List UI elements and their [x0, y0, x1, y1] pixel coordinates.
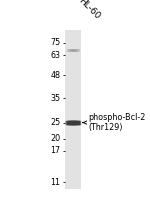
Text: 35: 35 — [50, 94, 60, 103]
Text: 25: 25 — [50, 118, 60, 127]
Text: 48: 48 — [50, 71, 60, 80]
Text: 63: 63 — [50, 51, 60, 60]
Bar — [64, 30, 81, 189]
Text: HL-60: HL-60 — [77, 0, 102, 21]
Text: 20: 20 — [50, 134, 60, 143]
Text: 75: 75 — [50, 38, 60, 47]
Text: 11: 11 — [50, 178, 60, 187]
Text: phospho-Bcl-2
(Thr129): phospho-Bcl-2 (Thr129) — [83, 113, 146, 132]
Text: 17: 17 — [50, 146, 60, 155]
